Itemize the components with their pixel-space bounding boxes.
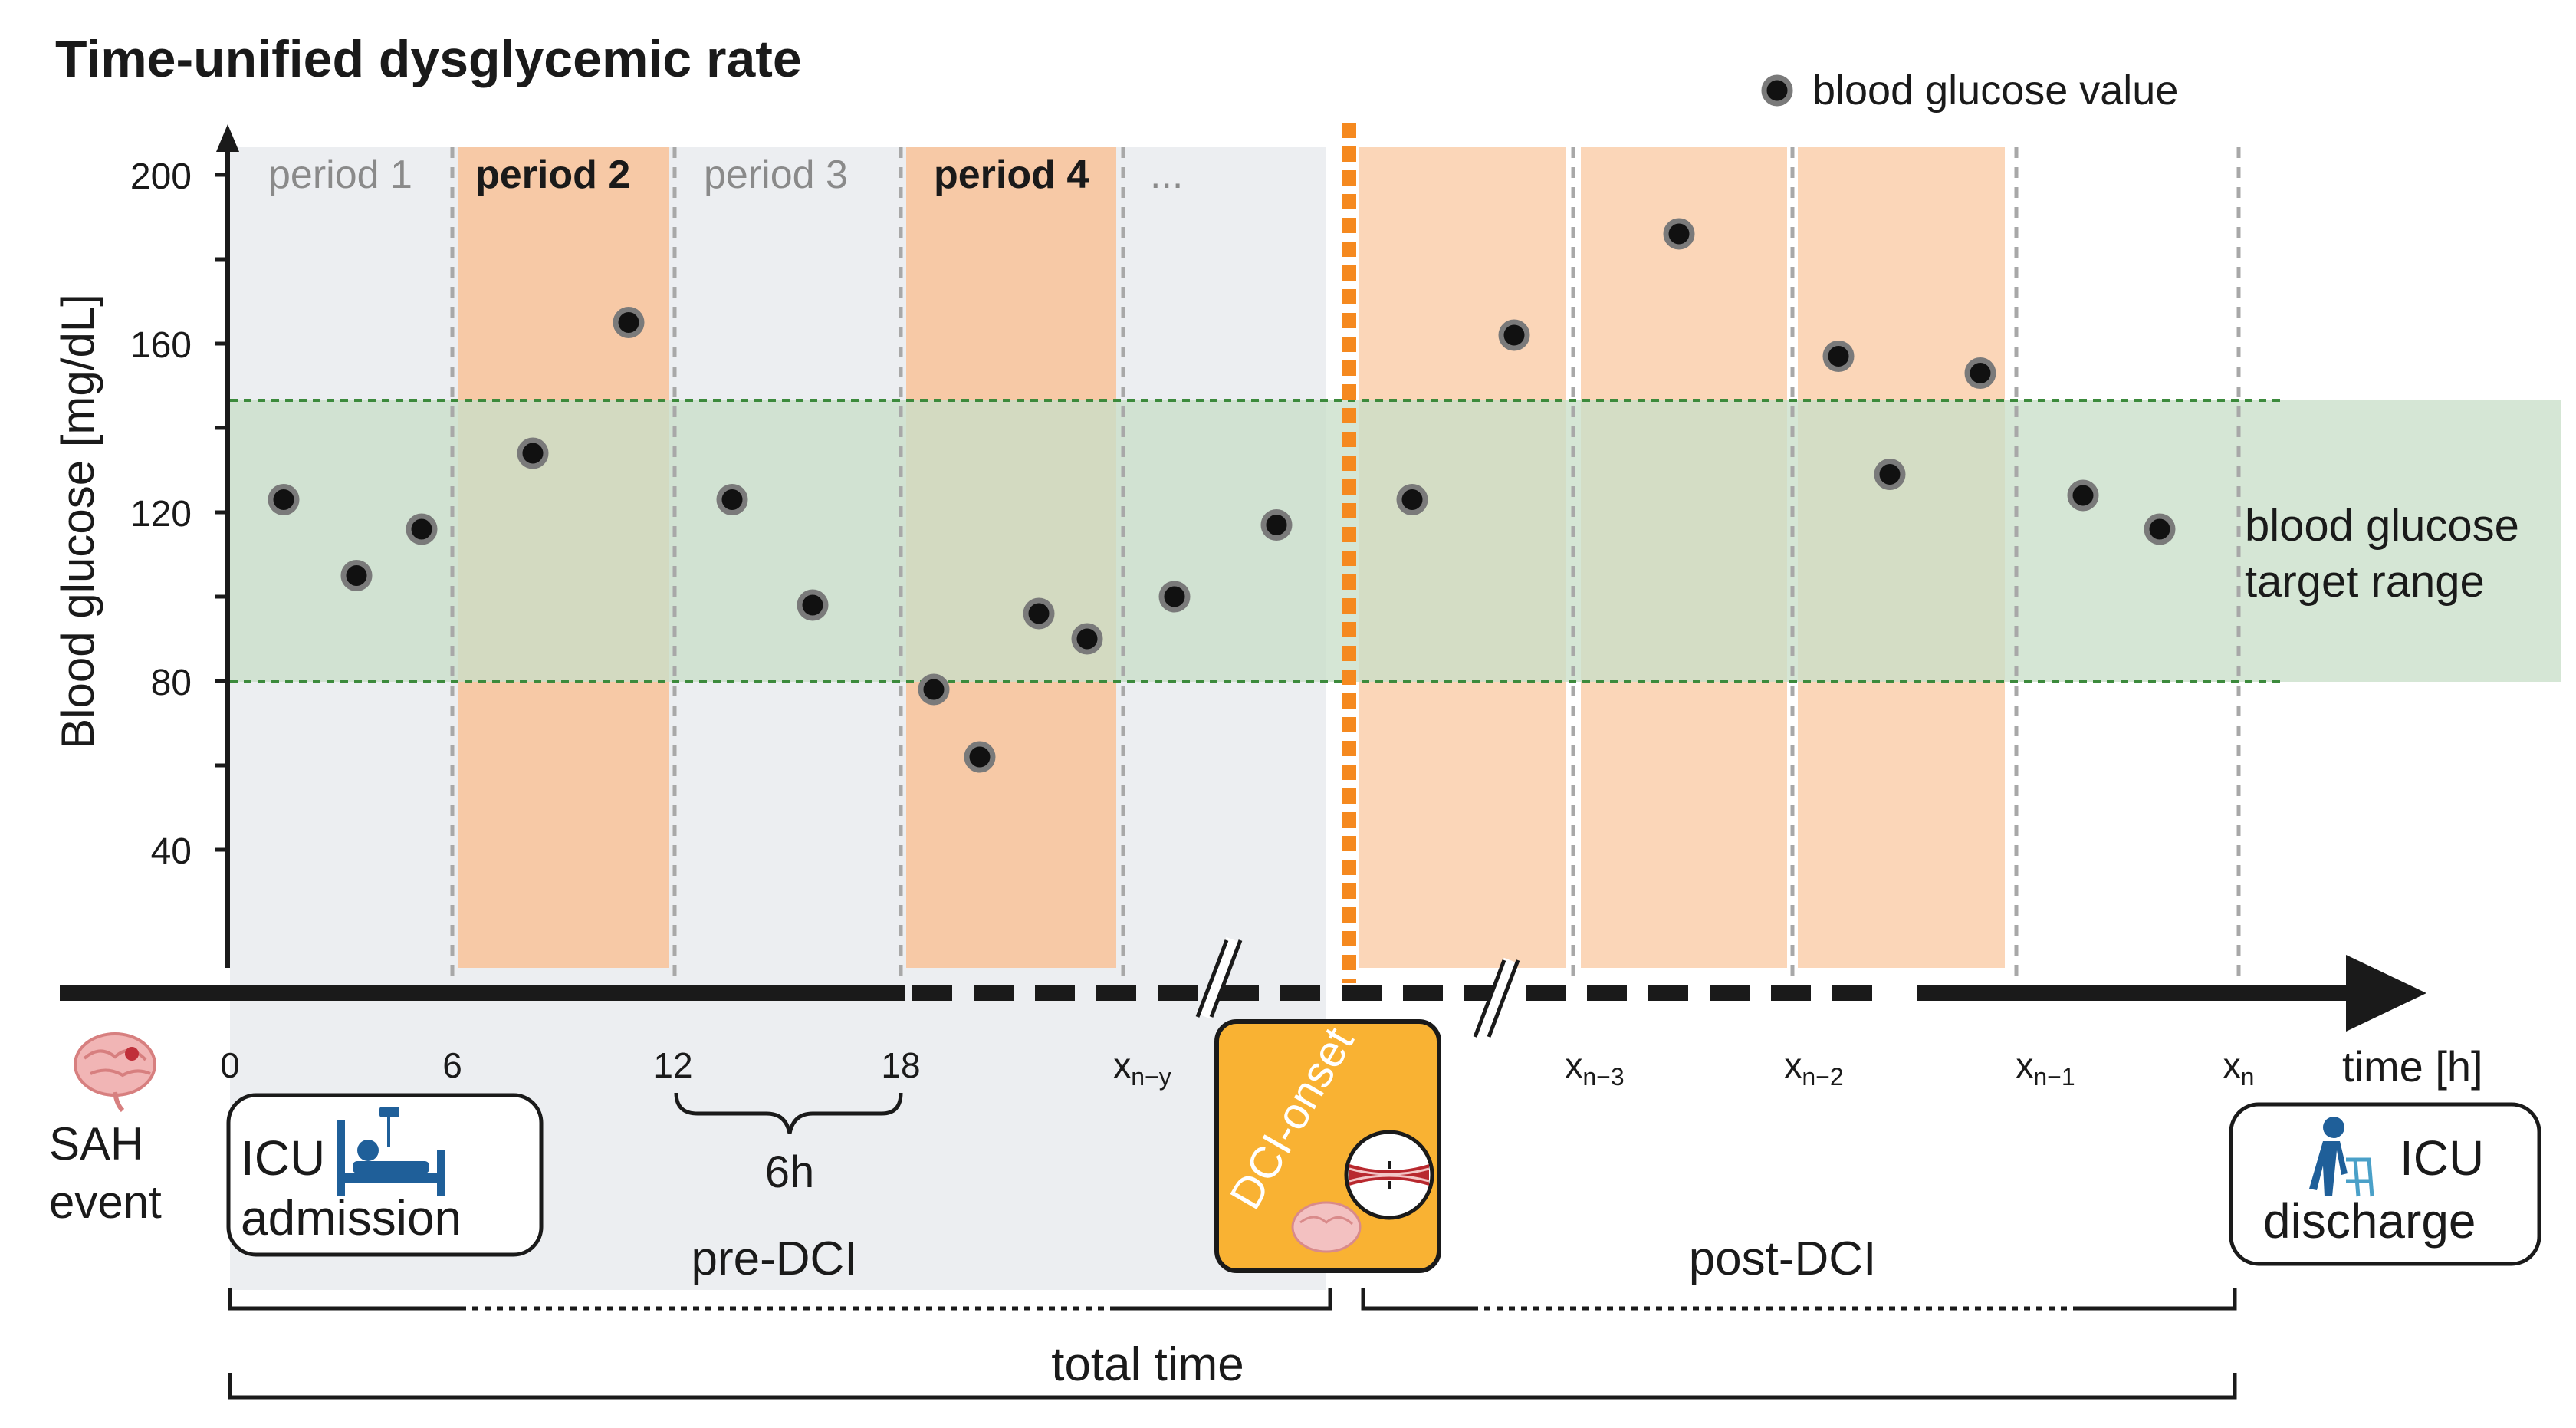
x-tick-label: 0 <box>220 1045 240 1085</box>
glucose-point <box>964 741 996 773</box>
axis-break-1c <box>1209 939 1243 1018</box>
total-time-bracket <box>228 1373 2237 1400</box>
total-time-label: total time <box>1051 1338 1244 1391</box>
icu-discharge-box: ICU discharge <box>2229 1102 2542 1266</box>
data-points <box>268 218 2176 773</box>
time-axis-solid-left <box>60 985 905 1001</box>
y-tick-group: 40 80 120 160 200 <box>130 156 228 872</box>
target-range-label-line2: target range <box>2245 557 2485 607</box>
glucose-point <box>1964 357 1996 389</box>
x-tick-label: xn−3 <box>1565 1045 1624 1091</box>
pre-dci-label: pre-DCI <box>691 1232 857 1285</box>
vessel-icon <box>1344 1130 1434 1220</box>
glucose-point <box>2144 513 2176 545</box>
glucose-point <box>268 484 300 515</box>
glucose-point <box>1822 341 1855 372</box>
y-tick-label: 200 <box>130 156 192 197</box>
x-tick-label: 12 <box>653 1045 692 1085</box>
glucose-point <box>1874 459 1906 490</box>
dci-brain-icon <box>1291 1201 1362 1253</box>
y-tick-label: 120 <box>130 494 192 535</box>
glucose-point <box>340 560 373 591</box>
y-axis: 40 80 120 160 200 Blood glucose [mg/dL] <box>52 124 239 968</box>
glucose-point <box>1498 319 1530 351</box>
walker-person-icon <box>2309 1117 2374 1197</box>
icu-discharge-line2: discharge <box>2263 1193 2476 1249</box>
icu-discharge-frame <box>2229 1102 2542 1266</box>
glucose-point <box>1023 597 1055 630</box>
axis-break-1a <box>1197 936 1240 1019</box>
x-tick-label: xn−1 <box>2016 1045 2075 1091</box>
period-label: period 1 <box>268 153 412 197</box>
glucose-point <box>517 437 549 469</box>
brain-icon <box>74 1032 156 1113</box>
y-axis-label: Blood glucose [mg/dL] <box>52 294 104 749</box>
six-hour-brace: 6h <box>674 1092 903 1197</box>
axis-break-2c <box>1487 959 1520 1038</box>
x-tick-label: xn <box>2223 1045 2255 1091</box>
y-tick-label: 160 <box>130 325 192 366</box>
glucose-point <box>797 589 829 621</box>
sah-label-line1: SAH <box>49 1118 143 1170</box>
glucose-point <box>613 307 645 338</box>
glucose-point <box>1260 509 1293 541</box>
period-label: period 2 <box>475 153 630 197</box>
period-label: ... <box>1150 153 1183 197</box>
legend: blood glucose value <box>1761 67 2178 114</box>
axis-break-1b <box>1195 939 1229 1018</box>
glucose-point <box>716 484 748 515</box>
icu-admission-line2: admission <box>241 1190 462 1245</box>
icu-discharge-line1: ICU <box>2400 1130 2484 1186</box>
axis-break-2a <box>1474 957 1517 1040</box>
sah-event: SAH event <box>49 1032 162 1228</box>
hospital-bed-icon <box>337 1107 445 1196</box>
dci-onset-box: DCI-onset <box>1214 1019 1441 1273</box>
time-axis-arrowhead <box>2346 955 2426 1032</box>
x-tick-label: 6 <box>442 1045 462 1085</box>
glucose-point <box>1396 484 1428 515</box>
y-axis-arrowhead <box>216 124 239 152</box>
axis-break-2b <box>1473 959 1506 1038</box>
brace-path <box>674 1092 903 1134</box>
target-range-band <box>230 400 2561 682</box>
time-axis-solid-right <box>1917 985 2361 1001</box>
glucose-point <box>2067 479 2099 512</box>
x-tick-label: 18 <box>881 1045 920 1085</box>
y-tick-label: 80 <box>151 663 192 703</box>
background-regions <box>230 147 2561 1290</box>
period-label: period 4 <box>934 153 1089 197</box>
post-dci-bracket <box>1361 1288 2237 1311</box>
icu-admission-line1: ICU <box>241 1130 325 1186</box>
glucose-point <box>918 673 950 706</box>
pre-dci-bracket <box>228 1288 1332 1311</box>
time-axis-label: time [h] <box>2342 1042 2483 1091</box>
y-tick-label: 40 <box>151 831 192 872</box>
legend-label: blood glucose value <box>1812 67 2178 114</box>
icu-admission-box: ICU admission <box>226 1093 544 1257</box>
period-labels: period 1 period 2 period 3 period 4... <box>268 153 1183 197</box>
interval-label: 6h <box>765 1147 815 1197</box>
glucose-point <box>1071 623 1103 655</box>
sah-label-line2: event <box>49 1176 162 1228</box>
legend-marker <box>1761 74 1793 107</box>
glucose-point <box>1663 218 1695 250</box>
post-dci-label: post-DCI <box>1689 1232 1877 1285</box>
period-label: period 3 <box>704 153 848 197</box>
figure-title: Time-unified dysglycemic rate <box>55 30 802 88</box>
x-tick-label: xn−2 <box>1784 1045 1843 1091</box>
glucose-point <box>1158 581 1191 613</box>
glucose-point <box>406 513 438 545</box>
target-range-label-line1: blood glucose <box>2245 501 2519 551</box>
time-axis: time [h] <box>60 936 2483 1091</box>
